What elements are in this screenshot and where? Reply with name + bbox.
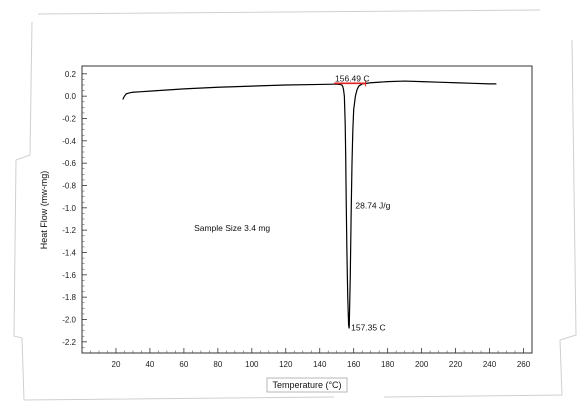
x-axis-title: Temperature (°C) xyxy=(272,380,341,390)
x-tick-label: 100 xyxy=(245,360,259,369)
y-tick-label: -1.8 xyxy=(62,293,76,302)
x-axis-title-box xyxy=(266,377,348,393)
y-tick-label: -1.4 xyxy=(62,248,76,257)
y-tick-label: -0.6 xyxy=(62,159,76,168)
y-tick-label: -1.0 xyxy=(62,204,76,213)
x-tick-label: 20 xyxy=(112,360,121,369)
annotations: 156.49 C 28.74 J/g 157.35 C Sample Size 3.4… xyxy=(194,73,391,332)
x-tick-label: 200 xyxy=(415,360,429,369)
x-tick-label: 160 xyxy=(347,360,361,369)
y-tick-label: -1.2 xyxy=(62,226,76,235)
x-tick-label: 220 xyxy=(449,360,463,369)
x-tick-label: 60 xyxy=(179,360,188,369)
ticks xyxy=(82,73,524,353)
annotation-label: 156.49 C xyxy=(335,73,370,83)
x-tick-label: 140 xyxy=(313,360,327,369)
y-tick-label: -2.2 xyxy=(62,338,76,347)
y-axis-title: Heat Flow (mw-mg) xyxy=(39,171,49,250)
x-tick-label: 80 xyxy=(213,360,222,369)
heat-flow-curve xyxy=(122,80,497,329)
y-tick-label: -0.8 xyxy=(62,181,76,190)
annotation-label: 157.35 C xyxy=(351,322,386,332)
x-tick-label: 120 xyxy=(279,360,293,369)
tick-labels: 20 40 60 80 100 120 140 160 180 200 220 240 260 0.2 0.… xyxy=(62,70,531,369)
y-tick-label: -0.2 xyxy=(62,114,76,123)
plot-area xyxy=(81,65,533,354)
y-tick-label: 0.0 xyxy=(65,92,77,101)
y-tick-label: -2.0 xyxy=(62,315,76,324)
x-tick-label: 260 xyxy=(517,360,531,369)
y-tick-label: -1.6 xyxy=(62,271,76,280)
frame-outline xyxy=(13,9,577,401)
x-tick-label: 240 xyxy=(483,360,497,369)
y-tick-label: -0.4 xyxy=(62,137,76,146)
x-tick-label: 180 xyxy=(381,360,395,369)
x-tick-label: 40 xyxy=(145,360,154,369)
annotation-label: 28.74 J/g xyxy=(355,201,390,211)
annotation-label: Sample Size 3.4 mg xyxy=(194,223,270,233)
y-tick-label: 0.2 xyxy=(65,70,77,79)
